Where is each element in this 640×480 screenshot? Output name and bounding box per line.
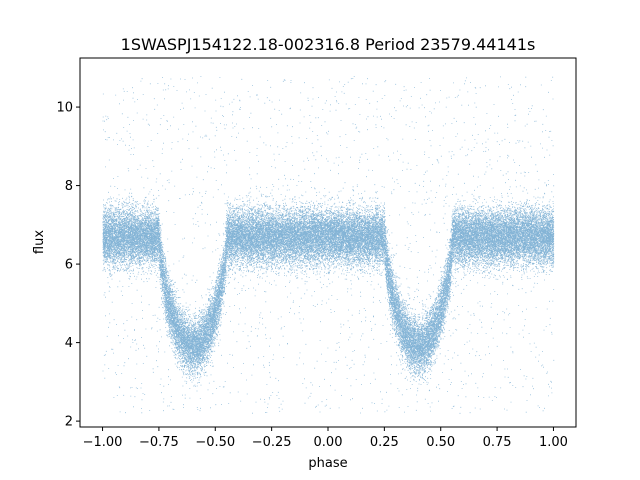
x-tick-label: 0.75 <box>483 435 512 450</box>
x-tick-label: −0.50 <box>195 435 235 450</box>
data-points <box>102 76 555 414</box>
y-axis-label: flux <box>32 230 47 254</box>
y-tick-label: 2 <box>65 415 73 430</box>
x-tick-label: 0.50 <box>426 435 455 450</box>
x-tick-label: −0.25 <box>252 435 292 450</box>
x-tick-label: 0.00 <box>314 435 343 450</box>
x-tick-label: 0.25 <box>370 435 399 450</box>
y-tick-label: 10 <box>56 101 73 116</box>
y-tick-label: 8 <box>65 179 73 194</box>
x-axis-ticks: −1.00 −0.75 −0.50 −0.25 0.00 0.25 0.50 0.75 1.00 <box>83 427 568 450</box>
x-tick-label: 1.00 <box>539 435 568 450</box>
x-axis-label: phase <box>308 456 347 471</box>
y-axis-ticks: 2 4 6 8 10 <box>56 101 80 430</box>
x-tick-label: −0.75 <box>139 435 179 450</box>
chart-title: 1SWASPJ154122.18-002316.8 Period 23579.4… <box>121 35 536 54</box>
y-tick-label: 6 <box>65 258 73 273</box>
y-tick-label: 4 <box>65 336 73 351</box>
x-tick-label: −1.00 <box>83 435 123 450</box>
scatter-points-layer <box>102 76 555 414</box>
